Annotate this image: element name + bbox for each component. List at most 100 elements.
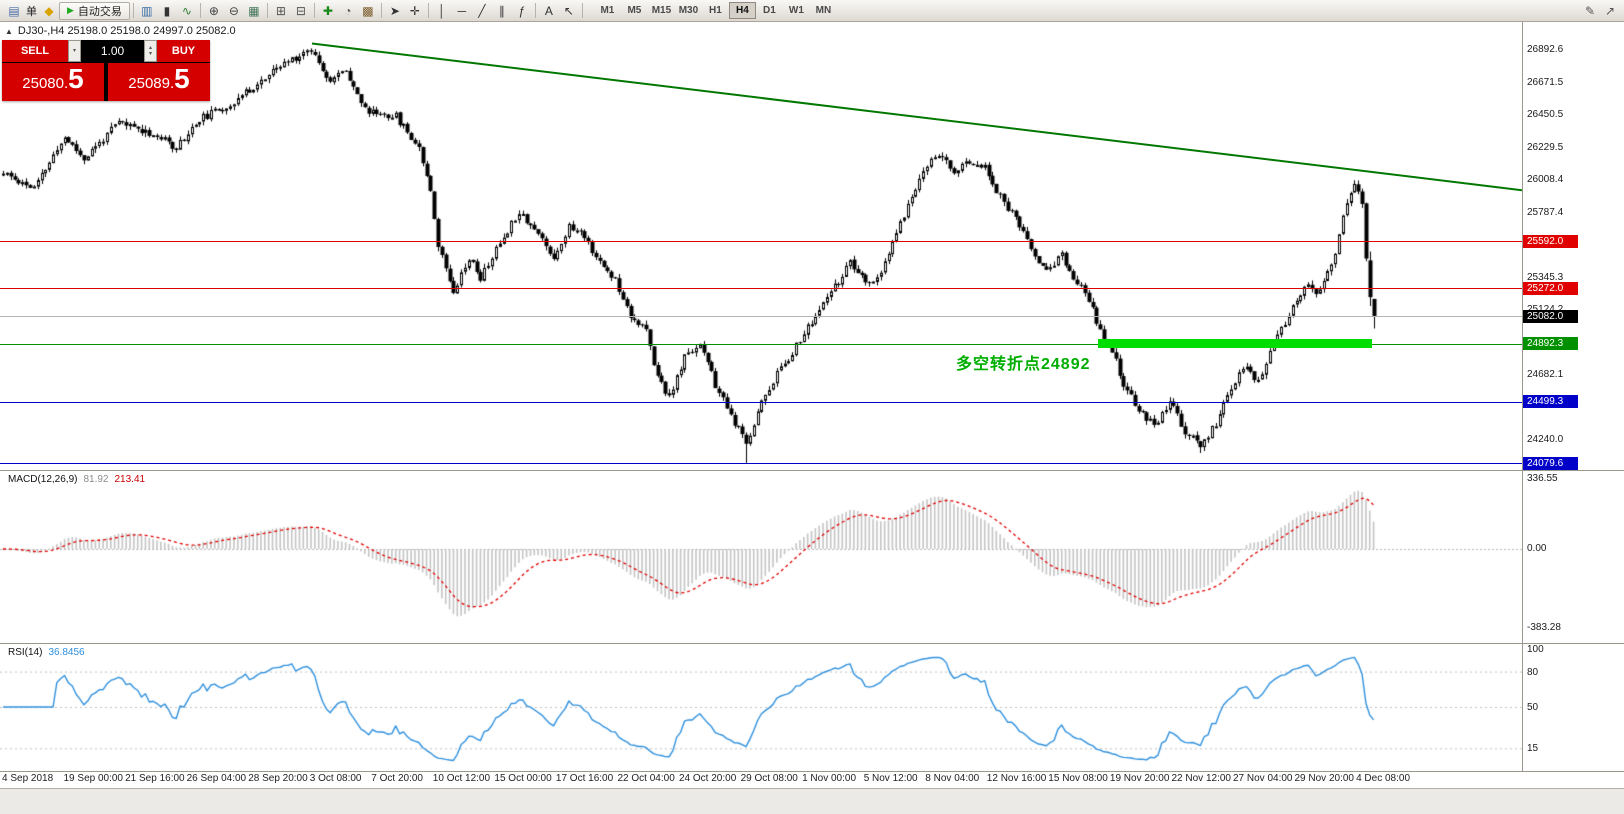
time-axis-label: 27 Nov 04:00 <box>1233 773 1293 784</box>
time-axis-label: 22 Nov 12:00 <box>1171 773 1232 784</box>
rsi-pane-separator[interactable] <box>0 643 1624 644</box>
buy-price-main: 25089. <box>128 75 175 92</box>
toolbar-separator <box>313 3 315 18</box>
volume-field[interactable]: 1.00 <box>81 40 144 62</box>
new-order-icon[interactable]: ▤ <box>8 3 20 18</box>
price-grid-label: 25787.4 <box>1527 206 1564 218</box>
candlestick-icon[interactable]: ▮ <box>163 3 171 18</box>
price-grid-label: 25345.3 <box>1527 271 1564 283</box>
price-line-label-24079.6: 24079.6 <box>1523 456 1578 470</box>
volume-spinner[interactable]: ▴ ▾ <box>144 40 157 62</box>
hline-24499.3[interactable] <box>0 402 1522 403</box>
timeframe-h1-button[interactable]: H1 <box>709 5 722 16</box>
time-axis-label: 28 Sep 20:00 <box>248 773 308 784</box>
text-label-icon[interactable]: A <box>544 3 553 18</box>
vertical-line-icon[interactable]: │ <box>438 3 446 18</box>
timeframe-mn-button[interactable]: MN <box>815 5 832 16</box>
time-axis-label: 8 Nov 04:00 <box>925 773 980 784</box>
time-axis-label: 7 Oct 20:00 <box>371 773 423 784</box>
timeframe-group: M1 M5 M15 M30 H1 H4 D1 W1 MN <box>594 2 837 19</box>
timeframe-w1-button[interactable]: W1 <box>788 5 804 16</box>
autotrading-play-icon: ▶ <box>67 5 74 15</box>
fibonacci-icon[interactable]: ƒ <box>518 3 526 18</box>
timeframe-m5-button[interactable]: M5 <box>627 5 642 16</box>
time-axis-label: 4 Sep 2018 <box>2 773 54 784</box>
equidistant-channel-icon[interactable]: ∥ <box>498 3 505 18</box>
time-axis-label: 29 Oct 08:00 <box>740 773 798 784</box>
rsi-name: RSI(14) <box>8 647 43 658</box>
price-grid-label: 26671.5 <box>1527 76 1564 88</box>
crosshair-icon[interactable]: ✛ <box>409 3 420 18</box>
price-grid-label: 26008.4 <box>1527 174 1564 186</box>
volume-up-icon[interactable]: ▴ <box>148 45 152 51</box>
rsi-axis-label-15: 15 <box>1527 743 1539 755</box>
one-click-top-row: SELL ▾ 1.00 ▴ ▾ BUY <box>2 40 210 62</box>
price-grid-label: 26892.6 <box>1527 44 1564 56</box>
rsi-pane-canvas[interactable] <box>0 644 1522 770</box>
cursor-icon[interactable]: ➤ <box>389 3 400 18</box>
zoom-out-icon[interactable]: ⊖ <box>228 3 239 18</box>
pivot-annotation-text[interactable]: 多空转折点24892 <box>956 356 1091 373</box>
periods-icon[interactable]: ◔ <box>344 3 352 18</box>
price-grid-label: 26450.5 <box>1527 109 1564 121</box>
hline-25272[interactable] <box>0 288 1522 289</box>
expert-advisor-icon[interactable]: ◆ <box>44 3 54 18</box>
hline-25082[interactable] <box>0 316 1522 317</box>
timeframe-m15-button[interactable]: M15 <box>651 5 672 16</box>
one-click-collapse-icon[interactable]: ▲ <box>5 26 13 36</box>
indicators-icon[interactable]: ✚ <box>322 3 333 18</box>
zoom-in-icon[interactable]: ⊕ <box>208 3 219 18</box>
buy-price-display[interactable]: 25089. 5 <box>108 63 210 101</box>
time-axis-label: 19 Nov 20:00 <box>1109 773 1170 784</box>
toolbar-right-icons: ✎ ↗ <box>1580 2 1620 20</box>
line-chart-icon[interactable]: ∿ <box>181 3 192 18</box>
new-order-label[interactable]: 单 <box>26 5 37 18</box>
macd-pane-canvas[interactable] <box>0 471 1522 643</box>
price-line-label-25082.0: 25082.0 <box>1523 309 1578 323</box>
timeframe-m1-button[interactable]: M1 <box>600 5 615 16</box>
trendline-icon[interactable]: ╱ <box>478 3 486 18</box>
arrows-icon[interactable]: ↖ <box>563 3 574 18</box>
macd-axis-min: -383.28 <box>1527 622 1561 633</box>
volume-down-icon[interactable]: ▾ <box>148 51 152 57</box>
buy-price-big-digit: 5 <box>174 63 190 94</box>
edit-icon[interactable]: ✎ <box>1584 3 1596 18</box>
time-axis[interactable] <box>0 771 1624 788</box>
support-zone-highlight[interactable] <box>1098 339 1372 348</box>
grid-icon[interactable]: ▦ <box>248 3 260 18</box>
buy-button[interactable]: BUY <box>157 40 210 62</box>
timeframe-d1-button[interactable]: D1 <box>763 5 776 16</box>
sell-button[interactable]: SELL <box>2 40 68 62</box>
autotrading-button[interactable]: ▶ 自动交易 <box>59 1 130 20</box>
status-bar <box>0 788 1624 814</box>
time-axis-label: 10 Oct 12:00 <box>432 773 491 784</box>
timeframe-m30-button[interactable]: M30 <box>678 5 699 16</box>
sell-price-main: 25080. <box>22 75 69 92</box>
price-line-label-25592.0: 25592.0 <box>1523 234 1578 248</box>
templates-icon[interactable]: ▩ <box>362 3 374 18</box>
toolbar-separator <box>427 3 429 18</box>
time-axis-label: 17 Oct 16:00 <box>555 773 614 784</box>
toolbar-separator <box>132 3 134 18</box>
tile-windows-icon[interactable]: ⊞ <box>275 3 286 18</box>
hline-24892.3[interactable] <box>0 344 1522 345</box>
horizontal-line-icon[interactable]: ─ <box>457 3 467 18</box>
toolbar: ▤ 单 ◆ ▶ 自动交易 ▥ ▮ ∿ ⊕ ⊖ ▦ ⊞ ⊟ ✚ ◔ ▩ ➤ ✛ │ ─ ╱ ∥ ƒ A ↖ M1 M5 M15 M30 H1… <box>0 0 1624 22</box>
toolbar-separator <box>199 3 201 18</box>
time-axis-label: 1 Nov 00:00 <box>802 773 857 784</box>
time-axis-label: 15 Oct 00:00 <box>494 773 552 784</box>
time-axis-label: 19 Sep 00:00 <box>63 773 124 784</box>
hline-25592[interactable] <box>0 241 1522 242</box>
time-axis-label: 15 Nov 08:00 <box>1048 773 1108 784</box>
volume-dropdown-icon[interactable]: ▾ <box>68 40 81 62</box>
timeframe-h4-button[interactable]: H4 <box>728 2 756 19</box>
rsi-axis-label-50: 50 <box>1527 702 1539 713</box>
quick-jump-icon[interactable]: ↗ <box>1604 3 1616 18</box>
bar-chart-icon[interactable]: ▥ <box>141 3 153 18</box>
sell-price-display[interactable]: 25080. 5 <box>2 63 104 101</box>
macd-pane-separator[interactable] <box>0 470 1624 471</box>
autotrading-label: 自动交易 <box>77 5 122 18</box>
cascade-windows-icon[interactable]: ⊟ <box>295 3 306 18</box>
hline-24079.6[interactable] <box>0 463 1522 464</box>
